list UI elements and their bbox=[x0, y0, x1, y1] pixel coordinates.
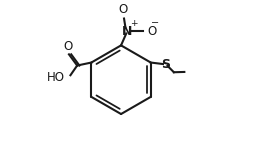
Text: O: O bbox=[64, 40, 73, 53]
Text: N: N bbox=[122, 25, 132, 38]
Text: +: + bbox=[130, 19, 138, 28]
Text: HO: HO bbox=[47, 71, 65, 84]
Text: O: O bbox=[147, 25, 157, 38]
Text: O: O bbox=[119, 3, 128, 16]
Text: S: S bbox=[161, 58, 170, 71]
Text: −: − bbox=[151, 18, 159, 28]
